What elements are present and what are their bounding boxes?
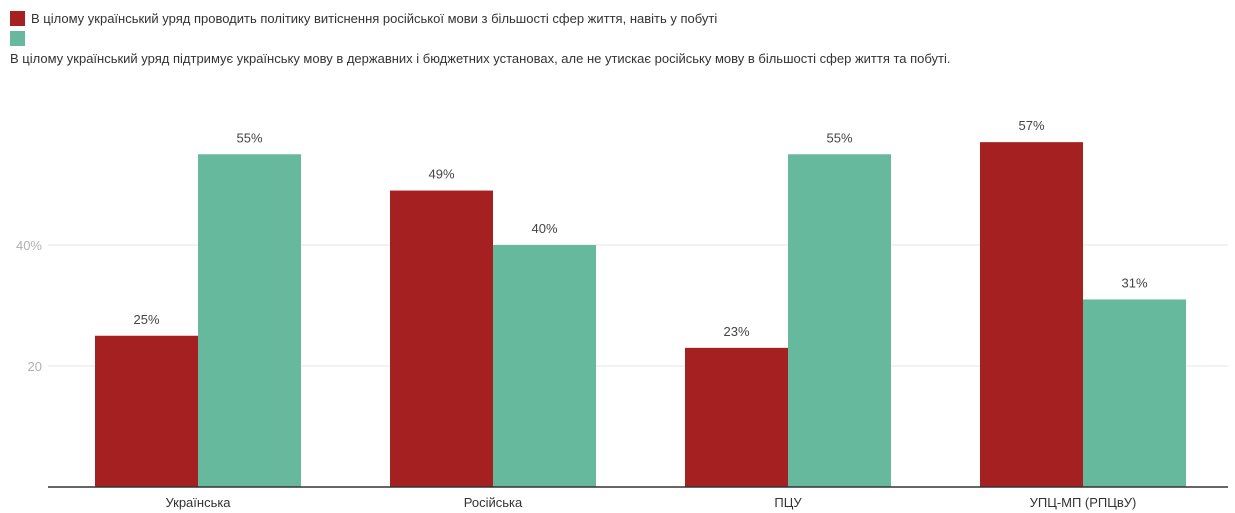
x-tick-label: Російська	[464, 495, 523, 510]
legend-swatch-series-2	[10, 31, 25, 46]
x-tick-label: Українська	[165, 495, 231, 510]
y-tick-label: 40%	[16, 238, 42, 253]
bar-value-label: 55%	[826, 130, 852, 145]
bar	[493, 245, 596, 487]
bar-value-label: 31%	[1121, 275, 1147, 290]
bar-value-label: 23%	[723, 324, 749, 339]
bar	[685, 347, 788, 487]
y-tick-label: 20	[28, 359, 42, 374]
bar-value-label: 25%	[133, 312, 159, 327]
bar	[198, 154, 301, 487]
bar-value-label: 55%	[236, 130, 262, 145]
legend-label-series-1: В цілому український уряд проводить полі…	[31, 11, 718, 26]
legend-item-series-2: В цілому український уряд підтримує укра…	[10, 30, 1227, 67]
x-tick-label: УПЦ-МП (РПЦвУ)	[1030, 495, 1137, 510]
bar-value-label: 57%	[1018, 118, 1044, 133]
legend-item-series-1: В цілому український уряд проводить полі…	[10, 10, 1227, 30]
legend-label-series-2: В цілому український уряд підтримує укра…	[10, 51, 951, 66]
bar	[1083, 299, 1186, 487]
bar	[95, 335, 198, 487]
bar	[390, 190, 493, 488]
bar	[788, 154, 891, 487]
chart-legend: В цілому український уряд проводить полі…	[10, 10, 1227, 67]
bar	[980, 142, 1083, 487]
legend-swatch-series-1	[10, 11, 25, 26]
bar-value-label: 40%	[531, 221, 557, 236]
x-tick-label: ПЦУ	[774, 495, 802, 510]
bar-value-label: 49%	[428, 167, 454, 182]
